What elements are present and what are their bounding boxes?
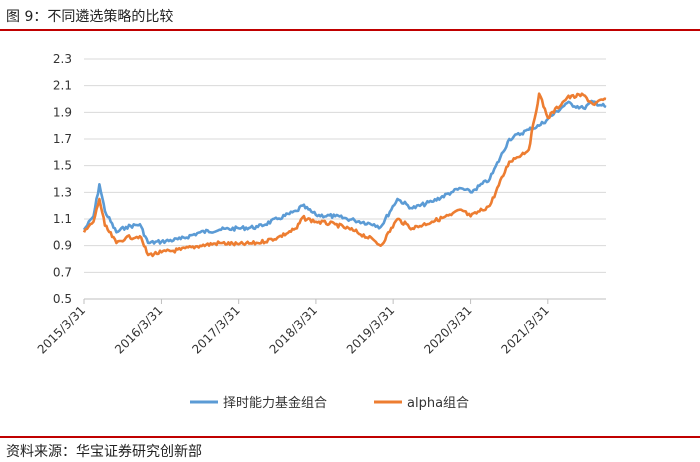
line-chart: 0.5 0.7 0.9 1.1 1.3 1.5 1.7 1.9 2.1 2.3 2015/3/31… [35,52,607,411]
y-tick-label: 1.9 [53,105,72,119]
bottom-rule [0,436,700,438]
y-axis-ticks: 0.5 0.7 0.9 1.1 1.3 1.5 1.7 1.9 2.1 2.3 [53,52,72,306]
x-axis-tick-marks [83,299,549,304]
x-tick-label: 2017/3/31 [189,303,242,356]
x-axis-tick-labels: 2015/3/31 2016/3/31 2017/3/31 2018/3/31 2019… [35,303,552,356]
x-tick-label: 2020/3/31 [421,303,474,356]
y-tick-label: 1.5 [53,159,72,173]
grid-lines [84,58,606,273]
legend-label: 择时能力基金组合 [223,395,327,411]
y-tick-label: 1.7 [53,132,72,146]
source-note: 资料来源：华宝证券研究创新部 [6,444,202,460]
series-lines [82,92,607,258]
x-tick-label: 2016/3/31 [112,303,165,356]
y-tick-label: 2.1 [53,79,72,93]
y-tick-label: 1.1 [53,212,72,226]
top-rule [0,29,700,31]
y-tick-label: 0.7 [53,265,72,279]
series-line-2 [82,92,607,258]
y-tick-label: 0.5 [53,292,72,306]
legend: 择时能力基金组合 alpha组合 [190,395,469,411]
x-tick-label: 2018/3/31 [267,303,320,356]
x-tick-label: 2019/3/31 [344,303,397,356]
legend-label: alpha组合 [407,396,469,411]
figure-title: 图 9：不同遴选策略的比较 [6,9,174,25]
x-tick-label: 2021/3/31 [499,303,552,356]
y-tick-label: 0.9 [53,239,72,253]
y-tick-label: 2.3 [53,52,72,66]
x-tick-label: 2015/3/31 [35,303,88,356]
y-tick-label: 1.3 [53,185,72,199]
series-line-1 [82,99,607,245]
